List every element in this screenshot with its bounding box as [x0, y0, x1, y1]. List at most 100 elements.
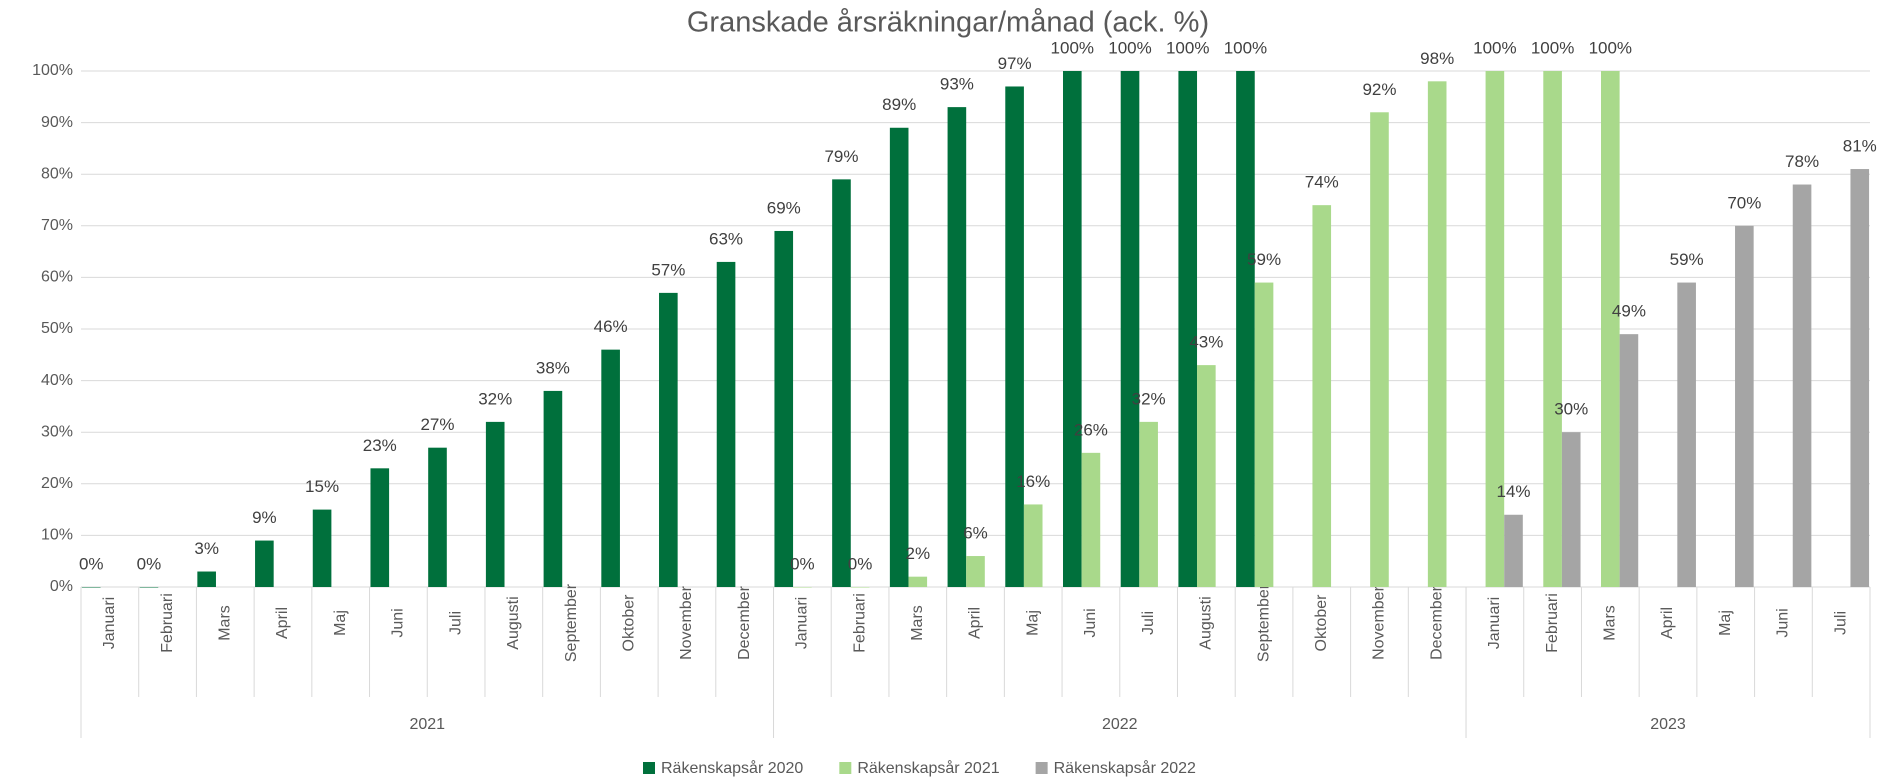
- bar: [197, 571, 216, 587]
- x-tick-label: November: [1371, 585, 1388, 659]
- bar: [1850, 169, 1870, 588]
- y-tick-label: 100%: [32, 62, 73, 79]
- data-label: 9%: [252, 508, 277, 527]
- bar: [1561, 432, 1581, 587]
- x-tick-label: Maj: [1024, 610, 1041, 636]
- x-tick-label: Mars: [1602, 605, 1619, 641]
- x-tick-label: Februari: [1544, 593, 1561, 653]
- x-tick-label: November: [678, 585, 695, 659]
- data-label: 100%: [1531, 38, 1574, 57]
- x-tick-label: April: [967, 607, 984, 639]
- group-label: 2023: [1650, 716, 1686, 733]
- x-tick-label: September: [1255, 583, 1272, 662]
- bar: [1005, 86, 1024, 587]
- y-tick-label: 10%: [41, 527, 73, 544]
- x-tick-label: September: [563, 583, 580, 662]
- data-label: 92%: [1362, 80, 1396, 99]
- data-label: 38%: [536, 358, 570, 377]
- data-label: 63%: [709, 229, 743, 248]
- bar: [793, 587, 812, 588]
- bar: [312, 509, 332, 587]
- bar: [850, 587, 870, 588]
- bar: [485, 421, 505, 587]
- legend-label: Räkenskapsår 2021: [857, 759, 999, 777]
- y-tick-label: 80%: [41, 165, 73, 182]
- data-label: 15%: [305, 477, 339, 496]
- legend-swatch: [839, 762, 852, 774]
- x-tick-label: December: [736, 585, 753, 659]
- x-tick-label: Maj: [332, 610, 349, 636]
- bar: [1081, 452, 1101, 587]
- x-tick-label: Juni: [1775, 608, 1792, 637]
- data-label: 70%: [1727, 193, 1761, 212]
- data-label: 0%: [137, 554, 162, 573]
- data-label: 32%: [1132, 389, 1166, 408]
- bar: [1139, 421, 1158, 587]
- bar: [716, 261, 736, 587]
- data-label: 69%: [767, 198, 801, 217]
- x-tick-label: Februari: [159, 593, 176, 653]
- y-tick-label: 50%: [41, 320, 73, 337]
- bar: [370, 468, 390, 587]
- x-tick-label: Oktober: [1313, 594, 1330, 652]
- legend-label: Räkenskapsår 2022: [1054, 759, 1196, 777]
- x-tick-label: Augusti: [1198, 596, 1215, 649]
- data-label: 2%: [906, 544, 931, 563]
- bar: [1485, 71, 1505, 587]
- y-tick-label: 20%: [41, 475, 73, 492]
- data-label: 79%: [824, 147, 858, 166]
- data-label: 0%: [790, 554, 815, 573]
- bar: [1197, 365, 1216, 587]
- group-label: 2021: [409, 716, 445, 733]
- bar: [774, 230, 794, 587]
- data-label: 26%: [1074, 420, 1108, 439]
- legend-label: Räkenskapsår 2020: [661, 759, 803, 777]
- data-label: 16%: [1016, 472, 1050, 491]
- y-tick-label: 70%: [41, 217, 73, 234]
- data-label: 23%: [363, 436, 397, 455]
- x-tick-label: Januari: [794, 597, 811, 649]
- data-label: 100%: [1166, 38, 1209, 57]
- bar: [889, 127, 909, 587]
- bar: [1312, 205, 1332, 587]
- bar: [908, 576, 928, 587]
- x-tick-label: Juni: [1082, 608, 1099, 637]
- bar: [1178, 71, 1198, 587]
- x-tick-label: Oktober: [620, 594, 637, 652]
- bar: [1427, 81, 1447, 587]
- x-tick-label: Augusti: [505, 596, 522, 649]
- data-label: 43%: [1189, 333, 1223, 352]
- bar: [1543, 71, 1562, 587]
- bar: [428, 447, 447, 587]
- data-label: 59%: [1670, 250, 1704, 269]
- data-label: 0%: [79, 554, 104, 573]
- data-label: 46%: [594, 317, 628, 336]
- y-tick-label: 90%: [41, 114, 73, 131]
- bar: [659, 292, 678, 587]
- data-label: 57%: [651, 260, 685, 279]
- data-label: 49%: [1612, 302, 1646, 321]
- data-label: 98%: [1420, 49, 1454, 68]
- data-label: 6%: [963, 524, 988, 543]
- bar: [1619, 334, 1639, 587]
- data-label: 78%: [1785, 152, 1819, 171]
- data-label: 81%: [1843, 137, 1877, 156]
- x-tick-label: Juli: [447, 611, 464, 635]
- legend-swatch: [1035, 762, 1048, 774]
- y-tick-label: 30%: [41, 423, 73, 440]
- data-label: 27%: [420, 415, 454, 434]
- data-label: 74%: [1305, 173, 1339, 192]
- data-label: 59%: [1247, 250, 1281, 269]
- data-label: 0%: [848, 554, 873, 573]
- bar: [1504, 514, 1523, 587]
- x-tick-label: Februari: [851, 593, 868, 653]
- bar: [832, 179, 851, 588]
- data-label: 89%: [882, 95, 916, 114]
- x-tick-label: Juli: [1832, 611, 1849, 635]
- data-label: 100%: [1108, 38, 1151, 57]
- data-label: 30%: [1554, 400, 1588, 419]
- x-tick-label: April: [1659, 607, 1676, 639]
- x-tick-label: Januari: [101, 597, 118, 649]
- bar: [1600, 71, 1620, 587]
- data-label: 100%: [1473, 38, 1516, 57]
